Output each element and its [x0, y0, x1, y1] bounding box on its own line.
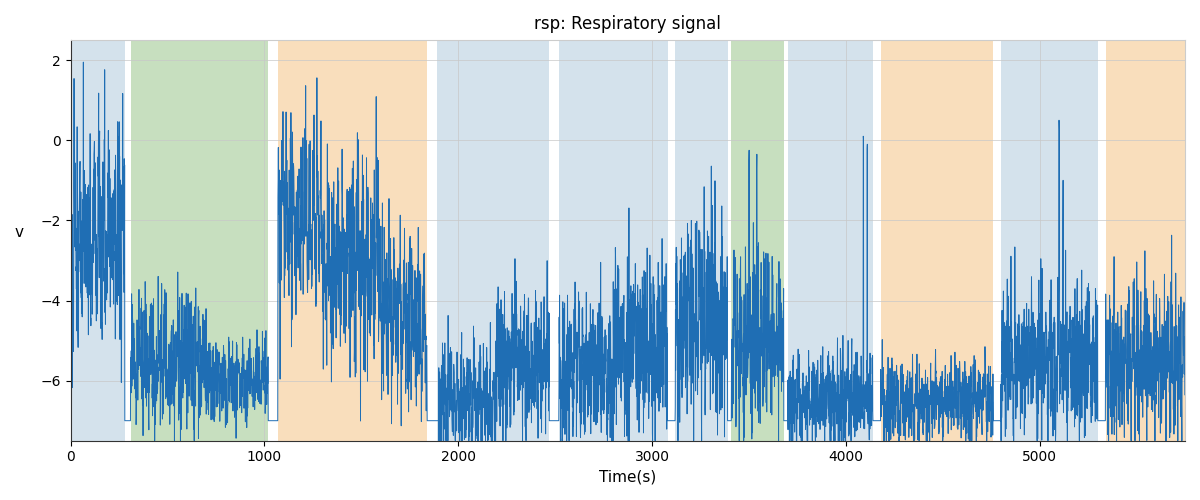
X-axis label: Time(s): Time(s) — [599, 470, 656, 485]
Bar — [559, 40, 667, 440]
Bar — [131, 40, 269, 440]
Bar — [732, 40, 784, 440]
Bar — [676, 40, 727, 440]
Y-axis label: v: v — [16, 226, 24, 240]
Bar — [881, 40, 994, 440]
Title: rsp: Respiratory signal: rsp: Respiratory signal — [534, 15, 721, 33]
Bar — [1105, 40, 1186, 440]
Bar — [787, 40, 872, 440]
Bar — [1001, 40, 1098, 440]
Bar — [437, 40, 550, 440]
Bar — [278, 40, 427, 440]
Bar — [71, 40, 125, 440]
